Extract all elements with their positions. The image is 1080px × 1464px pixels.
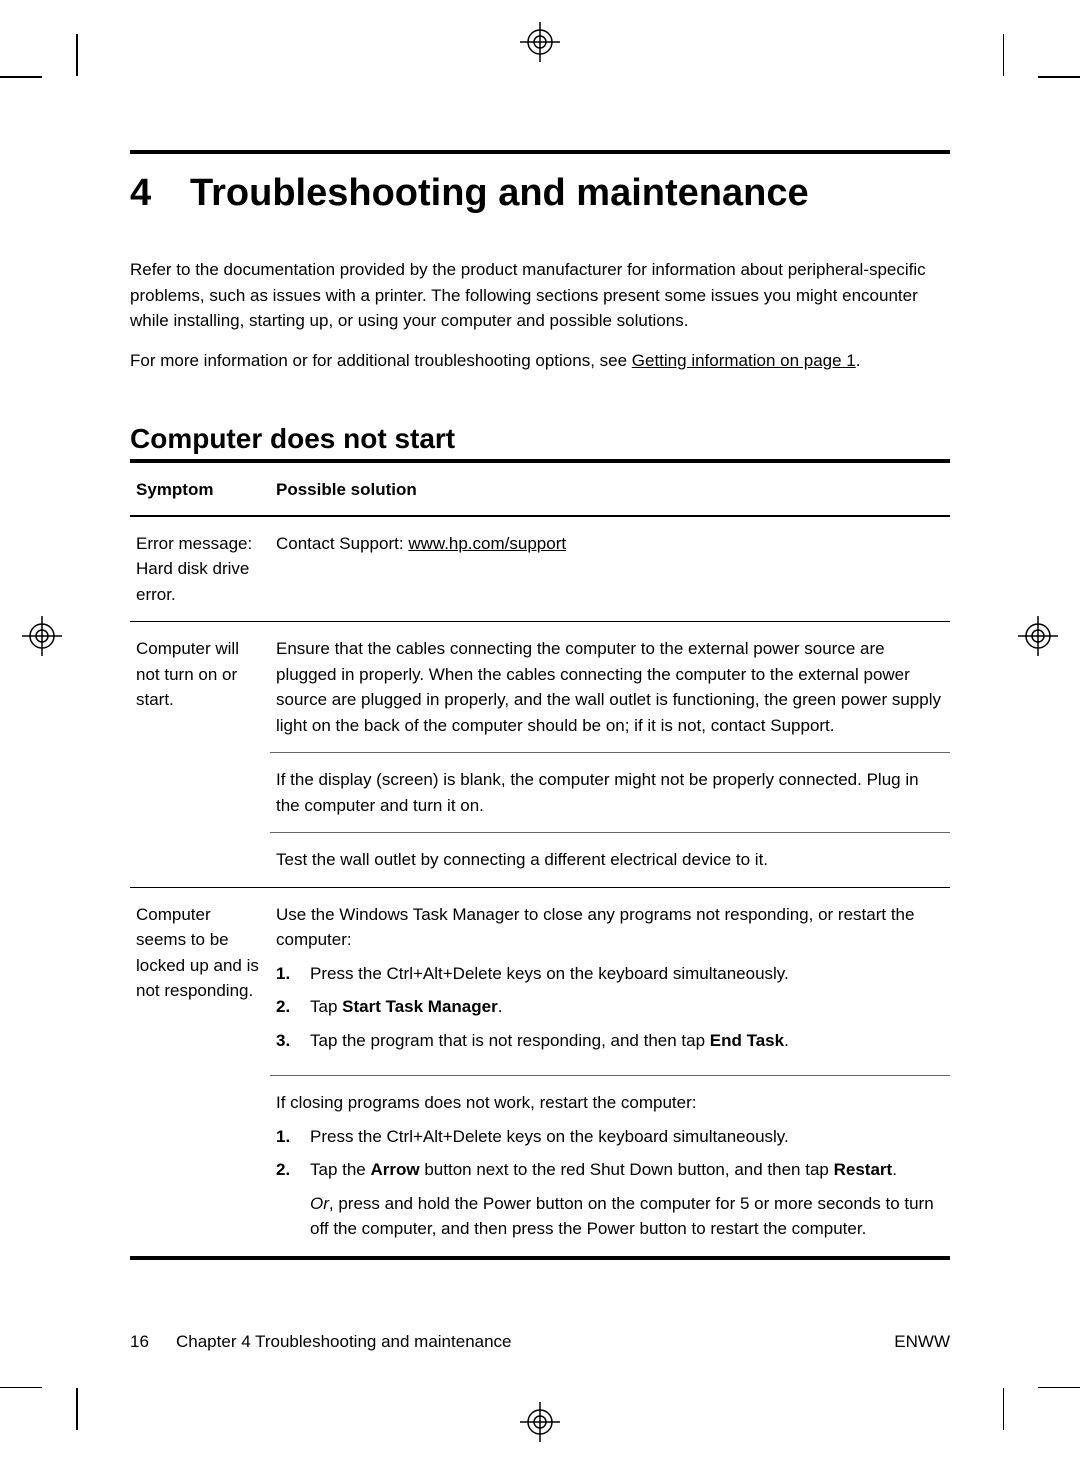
- troubleshooting-table: Symptom Possible solution Error message:…: [130, 463, 950, 1260]
- chapter-rule: [130, 150, 950, 154]
- steps-list: 1.Press the Ctrl+Alt+Delete keys on the …: [276, 961, 944, 1054]
- crop-mark: [76, 1388, 78, 1430]
- page: 4 Troubleshooting and maintenance Refer …: [0, 0, 1080, 1464]
- crop-mark: [0, 76, 42, 78]
- solution-cell: If closing programs does not work, resta…: [270, 1076, 950, 1258]
- step-text: Tap Start Task Manager.: [310, 994, 944, 1020]
- registration-mark-icon: [520, 1402, 560, 1442]
- footer-right: ENWW: [894, 1332, 950, 1352]
- alternative-note: Or, press and hold the Power button on t…: [276, 1191, 944, 1242]
- intro2-suffix: .: [856, 351, 861, 370]
- content-area: 4 Troubleshooting and maintenance Refer …: [130, 150, 950, 1260]
- solution-cell: Test the wall outlet by connecting a dif…: [270, 833, 950, 888]
- registration-mark-icon: [1018, 616, 1058, 656]
- step-item: 3.Tap the program that is not responding…: [276, 1028, 944, 1054]
- step-text: Tap the Arrow button next to the red Shu…: [310, 1157, 944, 1183]
- page-number: 16: [130, 1332, 176, 1352]
- chapter-title: 4 Troubleshooting and maintenance: [130, 172, 950, 215]
- symptom-cell: Computer will not turn on or start.: [130, 622, 270, 888]
- registration-mark-icon: [520, 22, 560, 62]
- step-number: 1.: [276, 1124, 310, 1150]
- solution-cell: Ensure that the cables connecting the co…: [270, 622, 950, 753]
- step-item: 1.Press the Ctrl+Alt+Delete keys on the …: [276, 961, 944, 987]
- crop-mark: [1003, 1388, 1005, 1430]
- step-text: Press the Ctrl+Alt+Delete keys on the ke…: [310, 1124, 944, 1150]
- step-number: 1.: [276, 961, 310, 987]
- support-link[interactable]: www.hp.com/support: [408, 534, 566, 553]
- intro2-prefix: For more information or for additional t…: [130, 351, 632, 370]
- table-row: Computer will not turn on or start. Ensu…: [130, 622, 950, 753]
- step-item: 2.Tap the Arrow button next to the red S…: [276, 1157, 944, 1183]
- steps-list: 1.Press the Ctrl+Alt+Delete keys on the …: [276, 1124, 944, 1183]
- footer-left: 16 Chapter 4 Troubleshooting and mainten…: [130, 1332, 512, 1352]
- step-text: Tap the program that is not responding, …: [310, 1028, 944, 1054]
- section-title: Computer does not start: [130, 423, 950, 455]
- header-solution: Possible solution: [270, 463, 950, 516]
- page-footer: 16 Chapter 4 Troubleshooting and mainten…: [130, 1332, 950, 1352]
- intro-paragraph-2: For more information or for additional t…: [130, 348, 950, 374]
- step-item: 2.Tap Start Task Manager.: [276, 994, 944, 1020]
- crop-mark: [0, 1387, 42, 1389]
- solution-text: Contact Support:: [276, 534, 408, 553]
- step-number: 3.: [276, 1028, 310, 1054]
- crop-mark: [76, 34, 78, 76]
- crop-mark: [1003, 34, 1005, 76]
- step-number: 2.: [276, 994, 310, 1020]
- table-row: Computer seems to be locked up and is no…: [130, 887, 950, 1076]
- chapter-title-text: Troubleshooting and maintenance: [190, 172, 950, 215]
- solution-cell: If the display (screen) is blank, the co…: [270, 753, 950, 833]
- chapter-number: 4: [130, 172, 190, 215]
- solution-intro: Use the Windows Task Manager to close an…: [276, 902, 944, 953]
- crop-mark: [1038, 76, 1080, 78]
- solution-cell: Contact Support: www.hp.com/support: [270, 516, 950, 622]
- solution-cell: Use the Windows Task Manager to close an…: [270, 887, 950, 1076]
- table-row: Error message: Hard disk drive error. Co…: [130, 516, 950, 622]
- crop-mark: [1038, 1387, 1080, 1389]
- step-number: 2.: [276, 1157, 310, 1183]
- footer-chapter-label: Chapter 4 Troubleshooting and maintenanc…: [176, 1332, 512, 1352]
- step-item: 1.Press the Ctrl+Alt+Delete keys on the …: [276, 1124, 944, 1150]
- getting-information-link[interactable]: Getting information on page 1: [632, 351, 856, 370]
- symptom-cell: Computer seems to be locked up and is no…: [130, 887, 270, 1258]
- registration-mark-icon: [22, 616, 62, 656]
- symptom-cell: Error message: Hard disk drive error.: [130, 516, 270, 622]
- step-text: Press the Ctrl+Alt+Delete keys on the ke…: [310, 961, 944, 987]
- solution-intro: If closing programs does not work, resta…: [276, 1090, 944, 1116]
- intro-paragraph: Refer to the documentation provided by t…: [130, 257, 950, 334]
- table-header-row: Symptom Possible solution: [130, 463, 950, 516]
- header-symptom: Symptom: [130, 463, 270, 516]
